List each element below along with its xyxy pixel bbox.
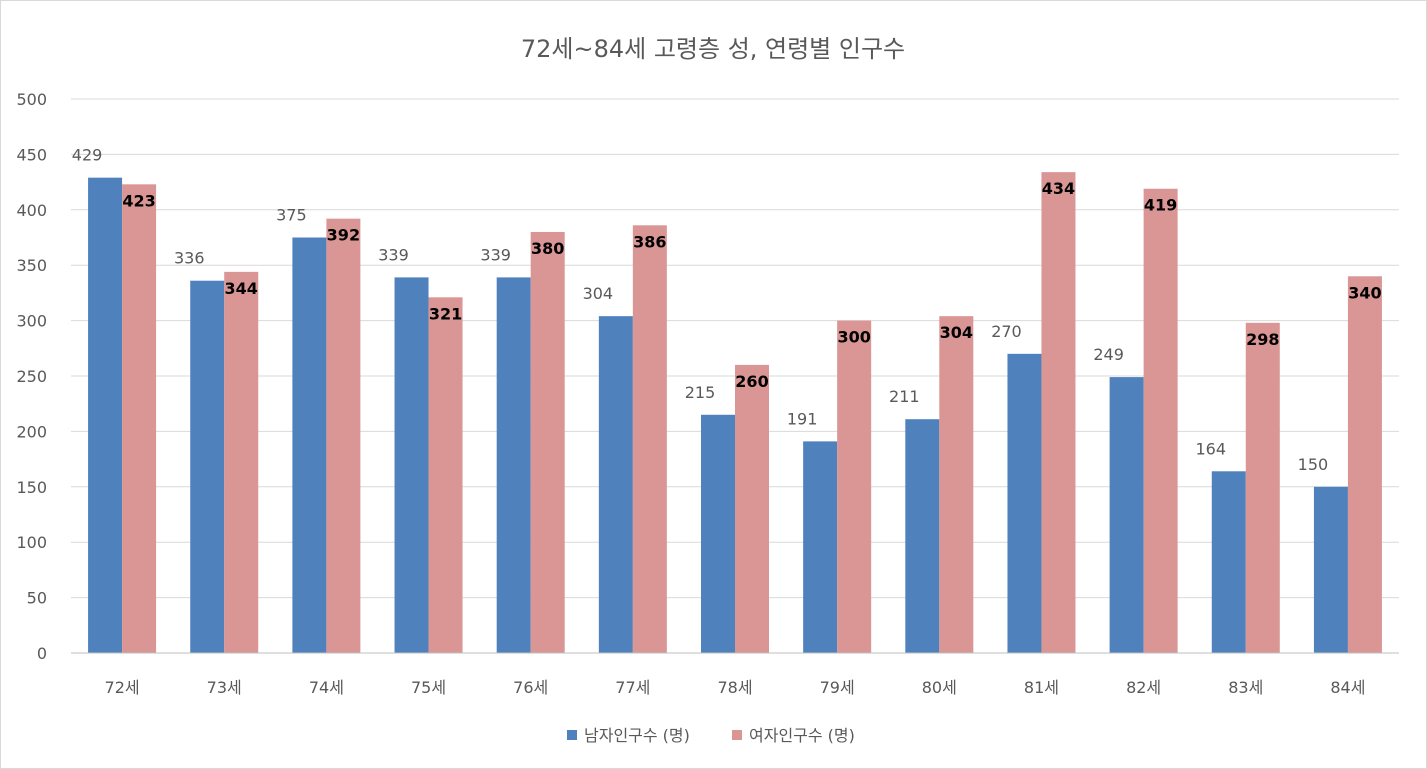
x-tick-label: 82세 bbox=[1126, 678, 1161, 697]
bar-female bbox=[224, 271, 259, 653]
data-label-female: 419 bbox=[1144, 196, 1177, 215]
bars bbox=[88, 172, 1382, 654]
data-label-female: 340 bbox=[1348, 283, 1381, 302]
data-labels: 429 423 336 344 375 392 339 321 339 380 304 386 215 2… bbox=[72, 146, 1382, 474]
bar-male bbox=[598, 316, 633, 653]
legend-swatch bbox=[567, 730, 577, 740]
bar-male bbox=[905, 419, 940, 653]
data-label-male: 215 bbox=[685, 383, 716, 402]
data-label-male: 191 bbox=[787, 409, 818, 428]
y-tick-label: 150 bbox=[16, 478, 47, 497]
data-label-female: 260 bbox=[735, 372, 768, 391]
data-label-female: 300 bbox=[837, 328, 870, 347]
y-axis: 0 50 100 150 200 250 300 350 400 450 500 bbox=[16, 90, 47, 663]
data-label-female: 380 bbox=[531, 239, 564, 258]
x-tick-label: 78세 bbox=[717, 678, 752, 697]
data-label-female: 304 bbox=[940, 323, 973, 342]
y-tick-label: 100 bbox=[16, 533, 47, 552]
x-tick-label: 81세 bbox=[1024, 678, 1059, 697]
legend-swatch bbox=[732, 730, 742, 740]
bar-male bbox=[803, 441, 838, 653]
data-label-male: 429 bbox=[72, 146, 103, 165]
y-tick-label: 350 bbox=[16, 256, 47, 275]
x-tick-label: 84세 bbox=[1330, 678, 1365, 697]
data-label-female: 392 bbox=[327, 226, 360, 245]
x-tick-label: 80세 bbox=[922, 678, 957, 697]
x-tick-label: 75세 bbox=[411, 678, 446, 697]
y-tick-label: 500 bbox=[16, 90, 47, 109]
bar-male bbox=[496, 277, 531, 653]
bar-male bbox=[1007, 353, 1042, 653]
bar-male bbox=[1109, 377, 1144, 653]
bar-female bbox=[735, 364, 769, 653]
bar-female bbox=[530, 231, 565, 653]
y-tick-label: 50 bbox=[27, 589, 47, 608]
y-tick-label: 200 bbox=[16, 422, 47, 441]
bar-male bbox=[190, 280, 225, 653]
data-label-female: 344 bbox=[225, 279, 258, 298]
x-tick-label: 72세 bbox=[105, 678, 140, 697]
bar-male bbox=[701, 414, 735, 653]
bar-male bbox=[1313, 486, 1348, 653]
bar-female bbox=[1347, 276, 1382, 653]
y-tick-label: 250 bbox=[16, 367, 47, 386]
y-tick-label: 450 bbox=[16, 145, 47, 164]
legend-label: 남자인구수 (명) bbox=[584, 726, 690, 745]
x-tick-label: 74세 bbox=[309, 678, 344, 697]
y-tick-label: 0 bbox=[37, 644, 47, 663]
bar-female bbox=[326, 218, 361, 653]
bar-male bbox=[292, 237, 327, 653]
data-label-female: 386 bbox=[633, 232, 666, 251]
data-label-male: 375 bbox=[276, 206, 307, 225]
bar-female bbox=[122, 184, 157, 654]
y-tick-label: 300 bbox=[16, 312, 47, 331]
legend: 남자인구수 (명) 여자인구수 (명) bbox=[567, 726, 855, 745]
bar-female bbox=[837, 320, 872, 653]
bar-male bbox=[88, 177, 123, 653]
data-label-female: 321 bbox=[429, 304, 462, 323]
bar-female bbox=[939, 316, 974, 653]
data-label-male: 336 bbox=[174, 249, 205, 268]
chart-title: 72세~84세 고령층 성, 연령별 인구수 bbox=[521, 35, 905, 63]
x-tick-label: 76세 bbox=[513, 678, 548, 697]
bar-female bbox=[632, 225, 667, 653]
x-tick-label: 73세 bbox=[207, 678, 242, 697]
bar-female bbox=[1041, 172, 1076, 654]
bar-female bbox=[1143, 188, 1178, 654]
data-label-female: 434 bbox=[1042, 179, 1075, 198]
x-tick-label: 77세 bbox=[615, 678, 650, 697]
bar-female bbox=[428, 297, 463, 653]
data-label-male: 211 bbox=[889, 387, 920, 406]
bar-male bbox=[394, 277, 429, 653]
y-tick-label: 400 bbox=[16, 201, 47, 220]
data-label-male: 270 bbox=[991, 322, 1022, 341]
x-tick-label: 83세 bbox=[1228, 678, 1263, 697]
legend-label: 여자인구수 (명) bbox=[749, 726, 855, 745]
x-tick-label: 79세 bbox=[820, 678, 855, 697]
data-label-male: 249 bbox=[1093, 345, 1124, 364]
data-label-male: 339 bbox=[378, 245, 409, 264]
x-axis: 72세 73세 74세 75세 76세 77세 78세 79세 80세 81세 82세 83세 84세 bbox=[71, 652, 1399, 697]
data-label-male: 164 bbox=[1195, 439, 1226, 458]
data-label-male: 150 bbox=[1298, 455, 1329, 474]
bar-female bbox=[1245, 322, 1280, 653]
bar-male bbox=[1211, 471, 1246, 653]
data-label-male: 304 bbox=[583, 284, 614, 303]
data-label-male: 339 bbox=[480, 245, 511, 264]
data-label-female: 423 bbox=[122, 191, 155, 210]
data-label-female: 298 bbox=[1246, 330, 1279, 349]
